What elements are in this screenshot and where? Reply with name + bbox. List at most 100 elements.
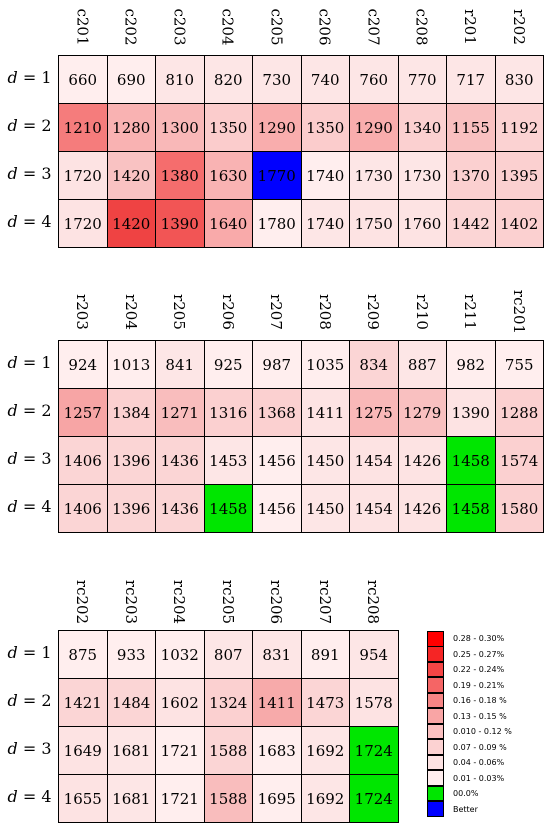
heatmap-table: 660 690 810 820 730 740 760 770 717 830 1210 1280 13…: [58, 55, 544, 248]
heatmap-cell: 1473: [300, 678, 350, 727]
table-row: 1210 1280 1300 1350 1290 1350 1290 1340 1155 1192: [58, 103, 544, 152]
heatmap-cell: 1750: [349, 199, 399, 248]
heatmap-cell: 1724: [349, 726, 399, 775]
table-row: 1720 1420 1390 1640 1780 1740 1750 1760 1442 1402: [58, 199, 544, 248]
heatmap-cell: 1740: [300, 151, 350, 200]
heatmap-table: 924 1013 841 925 987 1035 834 887 982 755 1257 1384…: [58, 340, 544, 533]
legend-label: 0.22 - 0.24%: [453, 665, 505, 675]
heatmap-cell: 770: [397, 55, 447, 104]
column-header: r207: [267, 294, 286, 330]
heatmap-cell: 1630: [203, 151, 253, 200]
heatmap-cell: 1574: [494, 436, 544, 485]
heatmap-cell: 1436: [155, 484, 205, 533]
heatmap-cell: 1370: [446, 151, 496, 200]
row-label: d = 1: [7, 643, 52, 662]
legend-swatch: [427, 785, 444, 801]
legend-swatch: [427, 661, 444, 677]
heatmap-cell: 717: [446, 55, 496, 104]
heatmap-cell: 841: [155, 340, 205, 389]
heatmap-cell: 1760: [397, 199, 447, 248]
heatmap-table: 875 933 1032 807 831 891 954 1421 1484 1602 1324 14…: [58, 630, 399, 823]
legend-label: 0.01 - 0.03%: [453, 773, 505, 783]
row-label: d = 3: [7, 449, 52, 468]
legend-label: 0.28 - 0.30%: [453, 634, 505, 644]
row-label: d = 2: [7, 691, 52, 710]
legend-swatch: [427, 708, 444, 724]
legend-item: 0.07 - 0.09 %: [427, 739, 522, 756]
heatmap-cell: 1649: [58, 726, 108, 775]
heatmap-cell: 755: [494, 340, 544, 389]
heatmap-cell: 1275: [349, 388, 399, 437]
legend-label: 00.0%: [453, 789, 479, 799]
column-header: r204: [121, 294, 140, 330]
heatmap-cell: 1730: [349, 151, 399, 200]
heatmap-cell: 1192: [494, 103, 544, 152]
heatmap-cell: 1340: [397, 103, 447, 152]
table-row: 1257 1384 1271 1316 1368 1411 1275 1279 1390 1288: [58, 388, 544, 437]
legend-swatch: [427, 692, 444, 708]
column-header: c208: [412, 8, 431, 46]
legend-swatch: [427, 739, 444, 755]
column-header: rc205: [218, 579, 237, 625]
heatmap-cell: 660: [58, 55, 108, 104]
heatmap-cell: 1458: [203, 484, 253, 533]
legend-item: 0.04 - 0.06%: [427, 754, 522, 771]
heatmap-cell: 1442: [446, 199, 496, 248]
table-row: 660 690 810 820 730 740 760 770 717 830: [58, 55, 544, 104]
heatmap-cell: 1456: [252, 436, 302, 485]
heatmap-cell: 924: [58, 340, 108, 389]
heatmap-cell: 730: [252, 55, 302, 104]
legend-label: 0.16 - 0.18 %: [453, 696, 507, 706]
heatmap-cell: 1402: [494, 199, 544, 248]
heatmap-cell: 1324: [203, 678, 253, 727]
heatmap-cell: 1655: [58, 774, 108, 823]
row-label: d = 3: [7, 739, 52, 758]
legend-label: 0.13 - 0.15 %: [453, 711, 507, 721]
heatmap-cell: 1411: [300, 388, 350, 437]
column-header: r202: [509, 9, 528, 45]
heatmap-cell: 1578: [349, 678, 399, 727]
row-label: d = 4: [7, 212, 52, 231]
column-header: rc203: [121, 579, 140, 625]
legend-swatch: [427, 801, 444, 817]
heatmap-cell: 1721: [155, 726, 205, 775]
row-label: d = 3: [7, 164, 52, 183]
table-row: 1655 1681 1721 1588 1695 1692 1724: [58, 774, 399, 823]
heatmap-cell: 690: [106, 55, 156, 104]
heatmap-cell: 807: [203, 630, 253, 679]
heatmap-cell: 1390: [155, 199, 205, 248]
heatmap-cell: 933: [106, 630, 156, 679]
heatmap-cell: 1436: [155, 436, 205, 485]
heatmap-cell: 1290: [252, 103, 302, 152]
heatmap-cell: 1450: [300, 436, 350, 485]
heatmap-cell: 1484: [106, 678, 156, 727]
column-header: r210: [412, 294, 431, 330]
column-header: r203: [73, 294, 92, 330]
legend-label: 0.07 - 0.09 %: [453, 742, 507, 752]
heatmap-cell: 1454: [349, 436, 399, 485]
heatmap-cell: 891: [300, 630, 350, 679]
heatmap-cell: 1288: [494, 388, 544, 437]
heatmap-cell: 1257: [58, 388, 108, 437]
legend-swatch: [427, 677, 444, 693]
heatmap-cell: 1681: [106, 726, 156, 775]
heatmap-cell: 1458: [446, 484, 496, 533]
row-label: d = 4: [7, 787, 52, 806]
row-label: d = 2: [7, 401, 52, 420]
column-header: r206: [218, 294, 237, 330]
heatmap-cell: 740: [300, 55, 350, 104]
column-header: r208: [315, 294, 334, 330]
heatmap-cell: 1271: [155, 388, 205, 437]
row-label: d = 4: [7, 497, 52, 516]
legend-item: 0.25 - 0.27%: [427, 646, 522, 663]
heatmap-cell: 1720: [58, 199, 108, 248]
heatmap-cell: 1368: [252, 388, 302, 437]
heatmap-cell: 1384: [106, 388, 156, 437]
legend-label: 0.25 - 0.27%: [453, 649, 505, 659]
legend: 0.28 - 0.30% 0.25 - 0.27% 0.22 - 0.24% 0.19…: [427, 631, 522, 817]
heatmap-cell: 831: [252, 630, 302, 679]
heatmap-cell: 1396: [106, 484, 156, 533]
table-row: 875 933 1032 807 831 891 954: [58, 630, 399, 679]
heatmap-cell: 1035: [300, 340, 350, 389]
heatmap-cell: 1390: [446, 388, 496, 437]
